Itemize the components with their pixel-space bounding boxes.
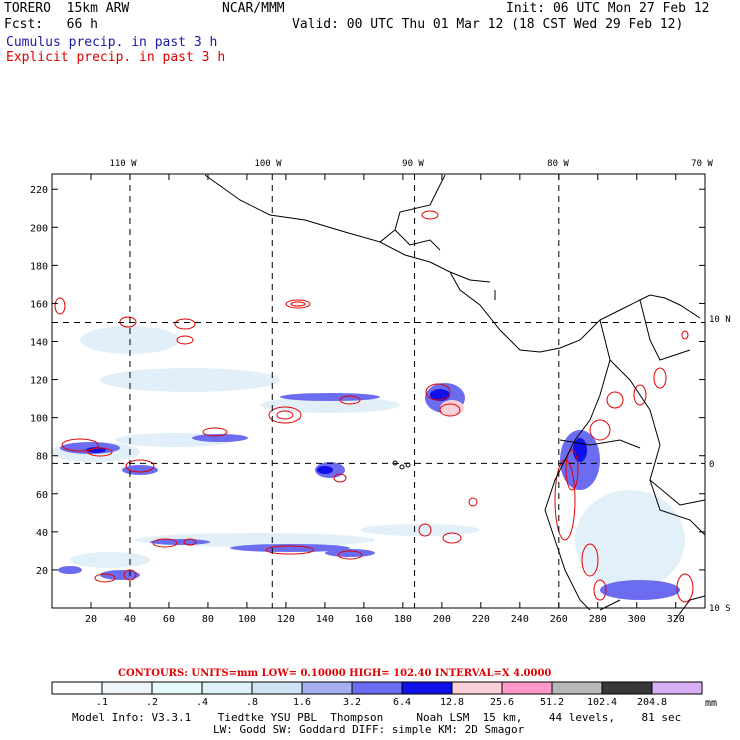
colorbar-label: 51.2 — [540, 697, 564, 708]
model-info-line1: Model Info: V3.3.1 Tiedtke YSU PBL Thomp… — [72, 711, 682, 724]
x-tick-label: 40 — [124, 614, 136, 625]
init-time: Init: 06 UTC Mon 27 Feb 12 — [506, 1, 710, 16]
longitude-label: 100 W — [254, 159, 282, 169]
x-tick-label: 200 — [433, 614, 451, 625]
x-tick-label: 140 — [316, 614, 334, 625]
y-tick-label: 160 — [30, 299, 48, 310]
colorbar-swatch — [251, 681, 303, 695]
y-tick-label: 180 — [30, 261, 48, 272]
longitude-label: 80 W — [547, 159, 569, 169]
colorbar-label: .4 — [196, 697, 208, 708]
lat-lon-grid — [52, 174, 705, 608]
y-tick-label: 60 — [36, 490, 48, 501]
x-tick-label: 80 — [202, 614, 214, 625]
x-tick-label: 120 — [277, 614, 295, 625]
colorbar-swatch — [101, 681, 153, 695]
latitude-labels: 10 N 0 10 S — [709, 315, 731, 614]
y-tick-label: 20 — [36, 566, 48, 577]
y-tick-label: 100 — [30, 414, 48, 425]
colorbar-label: 25.6 — [490, 697, 514, 708]
contour-info: CONTOURS: UNITS=mm LOW= 0.10000 HIGH= 10… — [118, 668, 551, 679]
colorbar-label: .2 — [146, 697, 158, 708]
colorbar-label: .8 — [246, 697, 258, 708]
axis-ticks — [52, 174, 705, 608]
y-tick-label: 140 — [30, 338, 48, 349]
colorbar-unit: mm — [705, 698, 717, 709]
x-tick-label: 20 — [85, 614, 97, 625]
colorbar-label: .1 — [96, 697, 108, 708]
y-tick-label: 200 — [30, 223, 48, 234]
y-tick-label: 220 — [30, 185, 48, 196]
x-tick-label: 160 — [355, 614, 373, 625]
colorbar-swatch — [601, 681, 653, 695]
y-tick-label: 120 — [30, 376, 48, 387]
model-title: TORERO 15km ARW — [4, 1, 130, 16]
model-info-line2: LW: Godd SW: Goddard DIFF: simple KM: 2D… — [213, 723, 525, 736]
colorbar-swatch — [451, 681, 503, 695]
colorbar-label: 3.2 — [343, 697, 361, 708]
x-tick-label: 240 — [511, 614, 529, 625]
x-tick-label: 260 — [550, 614, 568, 625]
longitude-label: 90 W — [402, 159, 424, 169]
colorbar-label: 102.4 — [587, 697, 617, 708]
colorbar-label: 204.8 — [637, 697, 667, 708]
longitude-label: 110 W — [109, 159, 137, 169]
y-axis-labels: 20 40 60 80 100 120 140 160 180 200 220 — [30, 185, 48, 577]
x-tick-label: 280 — [589, 614, 607, 625]
x-tick-label: 220 — [472, 614, 490, 625]
longitude-label: 70 W — [691, 159, 713, 169]
valid-time: Valid: 00 UTC Thu 01 Mar 12 (18 CST Wed … — [292, 17, 684, 32]
colorbar-label: 12.8 — [440, 697, 464, 708]
x-tick-label: 320 — [667, 614, 685, 625]
colorbar-label: 6.4 — [393, 697, 411, 708]
latitude-label: 10 N — [709, 315, 731, 325]
map-frame — [51, 173, 706, 609]
x-tick-label: 60 — [163, 614, 175, 625]
x-tick-label: 100 — [238, 614, 256, 625]
longitude-labels: 110 W 100 W 90 W 80 W 70 W — [109, 159, 713, 169]
colorbar-swatch — [301, 681, 353, 695]
y-tick-label: 40 — [36, 528, 48, 539]
latitude-label: 0 — [709, 460, 714, 470]
forecast-hour: Fcst: 66 h — [4, 17, 98, 32]
colorbar-label: 1.6 — [293, 697, 311, 708]
colorbar: .1 .2 .4 .8 1.6 3.2 6.4 12.8 25.6 51.2 102.4 204.8 — [51, 681, 703, 708]
x-tick-label: 180 — [394, 614, 412, 625]
colorbar-swatch — [51, 681, 103, 695]
field-label-cumulus: Cumulus precip. in past 3 h — [6, 35, 218, 50]
colorbar-swatch — [401, 681, 453, 695]
latitude-label: 10 S — [709, 604, 731, 614]
x-axis-labels: 20 40 60 80 100 120 140 160 180 200 220 240 260 280 30… — [85, 614, 685, 625]
colorbar-swatch — [351, 681, 403, 695]
colorbar-swatch — [551, 681, 603, 695]
x-tick-label: 300 — [628, 614, 646, 625]
colorbar-swatch — [201, 681, 253, 695]
precip-contours — [54, 210, 694, 603]
colorbar-swatch — [151, 681, 203, 695]
colorbar-swatch — [501, 681, 553, 695]
y-tick-label: 80 — [36, 452, 48, 463]
colorbar-swatch — [651, 681, 703, 695]
coastlines — [204, 174, 706, 621]
field-label-explicit: Explicit precip. in past 3 h — [6, 50, 226, 65]
center-name: NCAR/MMM — [222, 1, 285, 16]
